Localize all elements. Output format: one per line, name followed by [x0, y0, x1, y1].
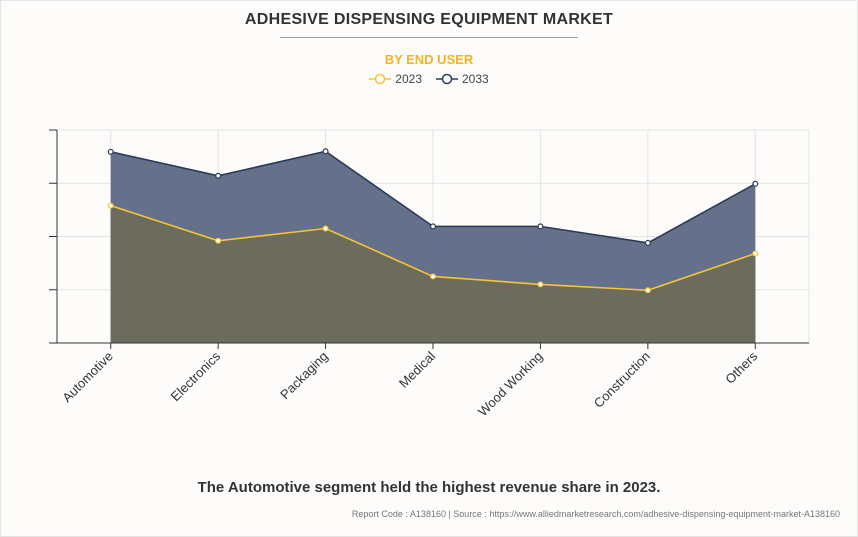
- chart-title: ADHESIVE DISPENSING EQUIPMENT MARKET: [244, 11, 614, 28]
- x-tick-label-construction: Construction: [591, 349, 653, 411]
- point-2023-others: [752, 250, 759, 257]
- x-tick-label-wood-working: Wood Working: [475, 349, 546, 420]
- chart-subtitle: BY END USER: [384, 52, 474, 67]
- x-tick-label-electronics: Electronics: [168, 348, 224, 404]
- point-2033-packaging: [322, 148, 329, 155]
- legend-label-2033: 2033: [462, 72, 489, 86]
- chart-caption: The Automotive segment held the highest …: [197, 479, 661, 496]
- point-2023-automotive: [107, 202, 114, 209]
- point-2033-construction: [644, 239, 651, 246]
- x-tick-label-medical: Medical: [396, 348, 438, 390]
- title-divider: [280, 37, 578, 38]
- source-footer: Report Code : A138160 | Source : https:/…: [351, 509, 840, 519]
- legend-item-2033[interactable]: 2033: [436, 72, 489, 86]
- point-2023-wood-working: [537, 281, 544, 288]
- legend: 2023 2033: [0, 72, 858, 86]
- point-2023-electronics: [215, 237, 222, 244]
- points: [107, 148, 759, 294]
- legend-label-2023: 2023: [395, 72, 422, 86]
- point-2023-medical: [430, 273, 437, 280]
- areas: [110, 151, 756, 343]
- axes: [49, 129, 809, 349]
- point-2023-packaging: [322, 225, 329, 232]
- point-2033-wood-working: [537, 223, 544, 230]
- legend-item-2023[interactable]: 2023: [369, 72, 422, 86]
- legend-marker-2023: [369, 73, 392, 85]
- point-2023-construction: [644, 287, 651, 294]
- x-tick-label-packaging: Packaging: [277, 349, 331, 403]
- point-2033-automotive: [107, 148, 114, 155]
- legend-marker-2033: [436, 73, 458, 85]
- point-2033-electronics: [215, 172, 222, 179]
- point-2033-others: [752, 180, 759, 187]
- x-tick-labels: Automotive Electronics Packaging Medical Woo…: [59, 348, 761, 419]
- x-tick-label-others: Others: [722, 348, 761, 387]
- point-2033-medical: [430, 223, 437, 230]
- area-2023: [110, 205, 756, 343]
- x-tick-label-automotive: Automotive: [59, 349, 116, 406]
